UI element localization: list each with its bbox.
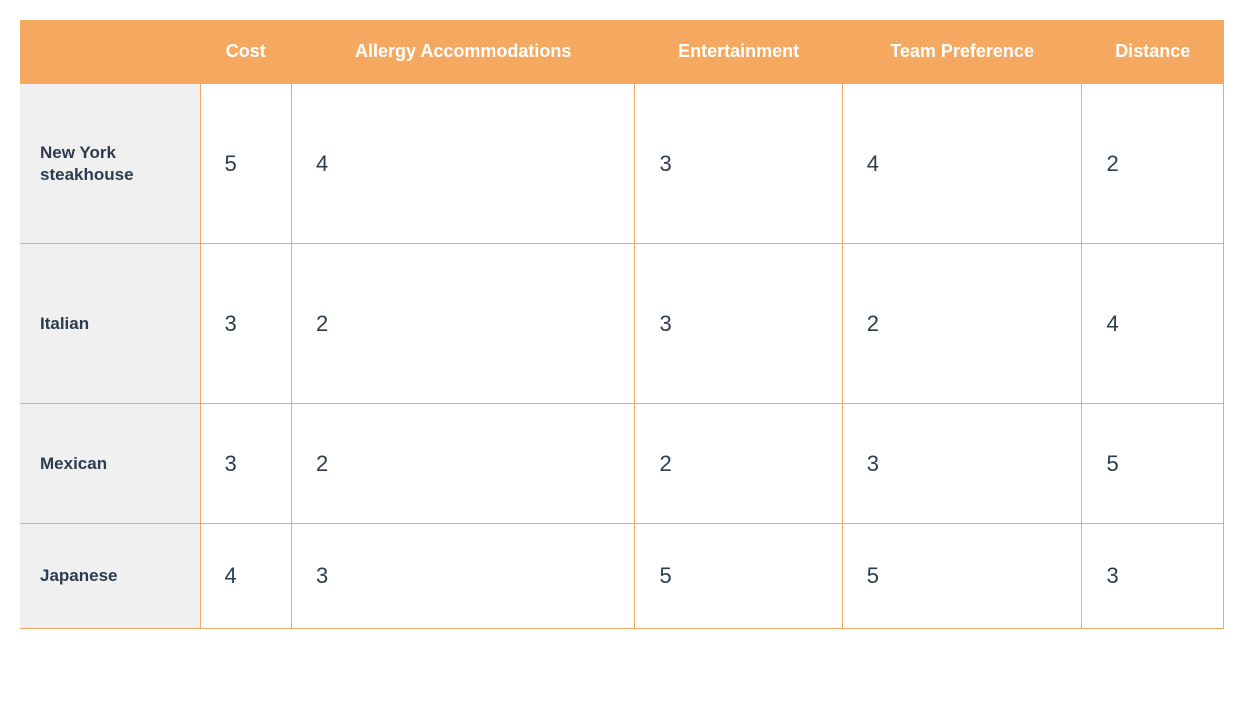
cell: 4 (291, 84, 635, 244)
cell: 2 (291, 404, 635, 524)
cell: 2 (842, 244, 1082, 404)
cell: 3 (200, 404, 291, 524)
header-allergy: Allergy Accommodations (291, 20, 635, 84)
cell: 3 (291, 524, 635, 629)
cell: 4 (842, 84, 1082, 244)
cell: 5 (1082, 404, 1224, 524)
cell: 3 (200, 244, 291, 404)
cell: 3 (635, 244, 842, 404)
header-entertainment: Entertainment (635, 20, 842, 84)
cell: 4 (200, 524, 291, 629)
cell: 5 (200, 84, 291, 244)
header-team-preference: Team Preference (842, 20, 1082, 84)
table-body: New York steakhouse 5 4 3 4 2 Italian 3 … (20, 84, 1224, 629)
table: Cost Allergy Accommodations Entertainmen… (20, 20, 1224, 629)
header-row: Cost Allergy Accommodations Entertainmen… (20, 20, 1224, 84)
cell: 4 (1082, 244, 1224, 404)
table-row: Mexican 3 2 2 3 5 (20, 404, 1224, 524)
row-label-steakhouse: New York steakhouse (20, 84, 200, 244)
cell: 3 (842, 404, 1082, 524)
cell: 3 (635, 84, 842, 244)
row-label-italian: Italian (20, 244, 200, 404)
table-header: Cost Allergy Accommodations Entertainmen… (20, 20, 1224, 84)
header-distance: Distance (1082, 20, 1224, 84)
row-label-mexican: Mexican (20, 404, 200, 524)
table-row: Italian 3 2 3 2 4 (20, 244, 1224, 404)
table-row: Japanese 4 3 5 5 3 (20, 524, 1224, 629)
comparison-table: Cost Allergy Accommodations Entertainmen… (20, 20, 1224, 629)
cell: 5 (635, 524, 842, 629)
cell: 2 (635, 404, 842, 524)
row-label-japanese: Japanese (20, 524, 200, 629)
cell: 2 (1082, 84, 1224, 244)
header-blank (20, 20, 200, 84)
cell: 3 (1082, 524, 1224, 629)
cell: 2 (291, 244, 635, 404)
table-row: New York steakhouse 5 4 3 4 2 (20, 84, 1224, 244)
header-cost: Cost (200, 20, 291, 84)
cell: 5 (842, 524, 1082, 629)
